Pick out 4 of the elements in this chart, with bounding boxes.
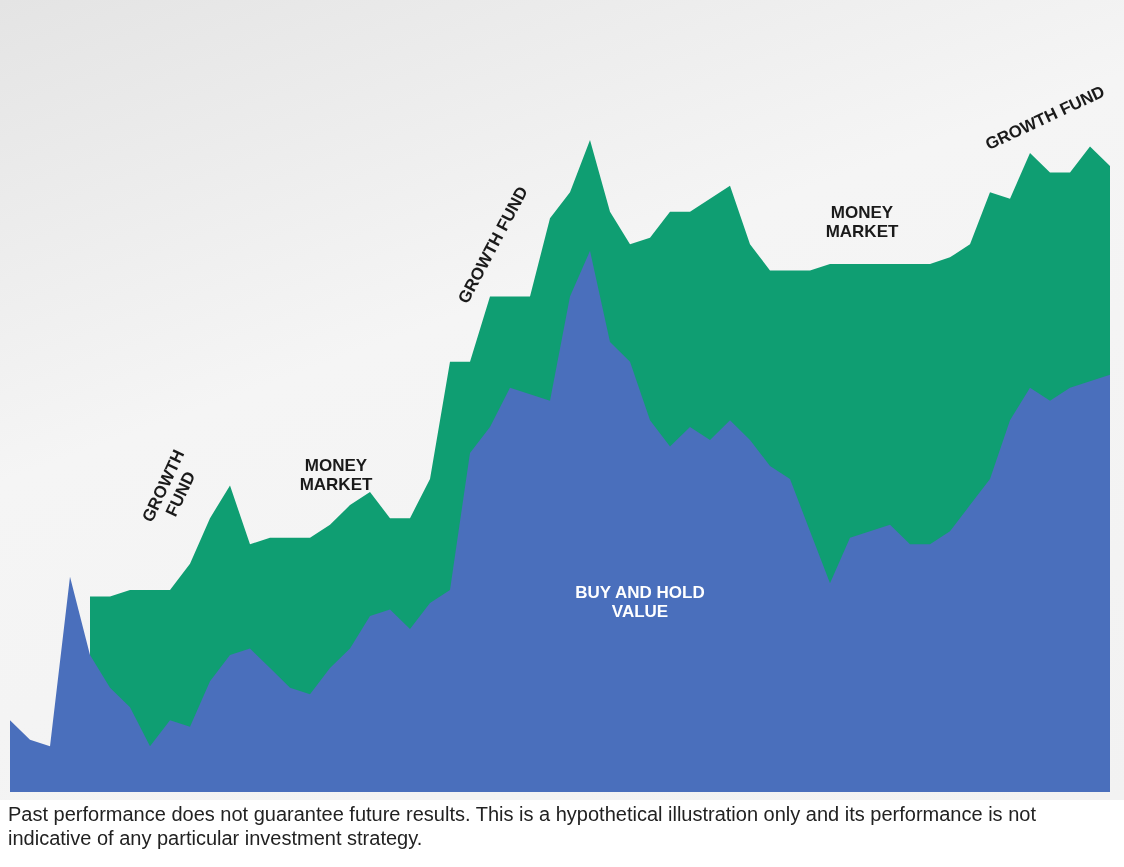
annotation: MONEY MARKET (299, 456, 373, 494)
text: Past performance does not guarantee future results. This is a hypothetical illustration only and its performance is not indicative of any particular investment strategy. (8, 802, 1037, 850)
annotation: BUY AND HOLD VALUE (575, 583, 705, 621)
annotation: MONEY MARKET (825, 203, 899, 241)
